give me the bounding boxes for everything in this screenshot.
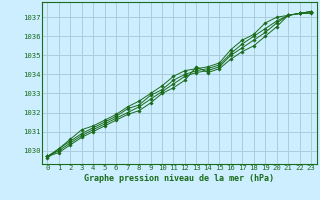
X-axis label: Graphe pression niveau de la mer (hPa): Graphe pression niveau de la mer (hPa)	[84, 174, 274, 183]
